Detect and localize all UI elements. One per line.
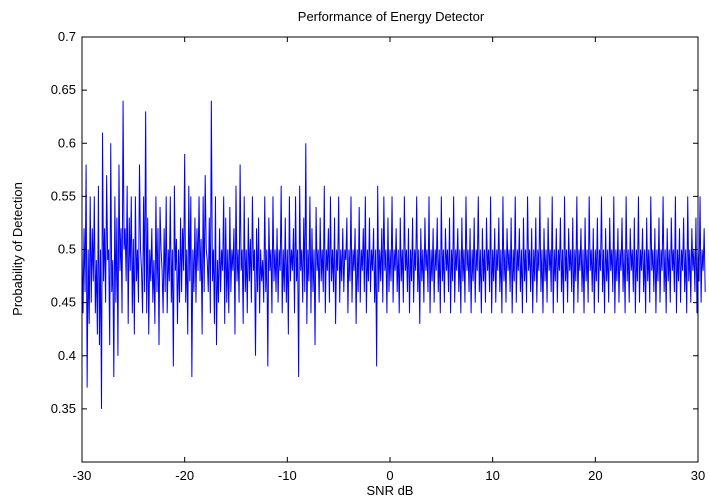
x-tick-label: -20 xyxy=(175,468,194,483)
y-axis-tick-labels: 0.35 0.4 0.45 0.5 0.55 0.6 0.65 0.7 xyxy=(51,29,76,416)
x-tick-label: 20 xyxy=(588,468,602,483)
x-tick-label: 0 xyxy=(386,468,393,483)
y-tick-label: 0.45 xyxy=(51,295,76,310)
x-tick-label: -30 xyxy=(73,468,92,483)
y-axis-label: Probability of Detection xyxy=(10,182,25,316)
series-line-detection-probability xyxy=(81,100,706,409)
chart-title: Performance of Energy Detector xyxy=(298,9,485,24)
x-tick-label: 30 xyxy=(691,468,705,483)
y-tick-label: 0.6 xyxy=(58,135,76,150)
y-tick-label: 0.55 xyxy=(51,188,76,203)
y-tick-label: 0.4 xyxy=(58,348,76,363)
y-tick-label: 0.5 xyxy=(58,242,76,257)
x-tick-label: -10 xyxy=(278,468,297,483)
y-tick-label: 0.7 xyxy=(58,29,76,44)
x-axis-label: SNR dB xyxy=(367,483,414,498)
plot-area xyxy=(81,36,706,463)
x-axis-tick-labels: -30 -20 -10 0 10 20 30 xyxy=(73,468,706,483)
y-tick-label: 0.65 xyxy=(51,82,76,97)
y-tick-label: 0.35 xyxy=(51,401,76,416)
axis-ticks xyxy=(81,36,699,462)
x-tick-label: 10 xyxy=(485,468,499,483)
